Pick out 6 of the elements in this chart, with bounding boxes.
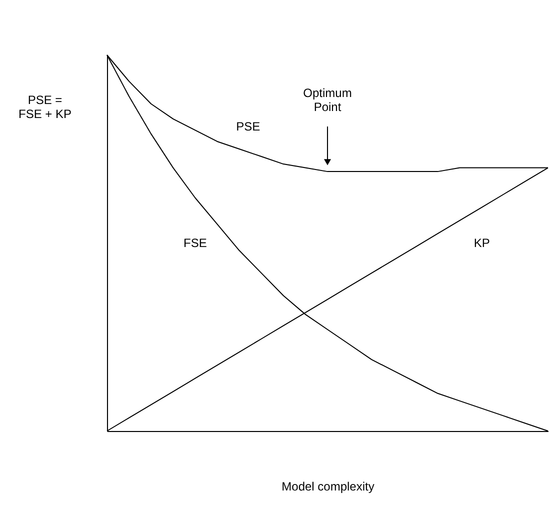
y-axis-title: PSE = FSE + KP (18, 93, 72, 121)
x-axis-title: Model complexity (282, 480, 374, 494)
series-label: KP (474, 236, 490, 250)
series-label: FSE (184, 236, 207, 250)
annotation: Optimum Point (303, 86, 352, 114)
series-label: PSE (236, 119, 260, 134)
